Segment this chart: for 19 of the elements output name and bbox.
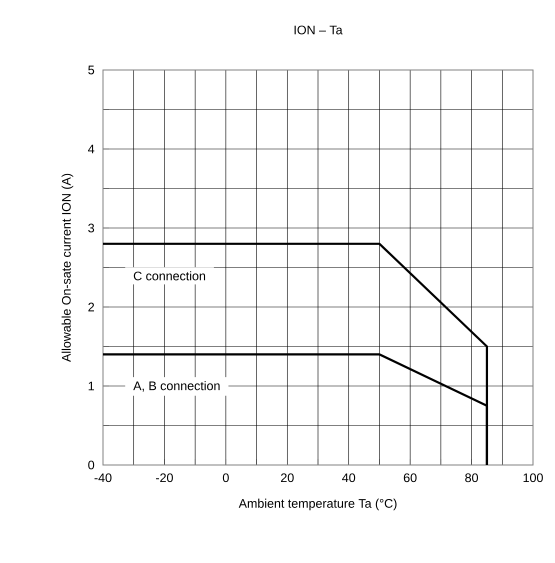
x-tick-label: 80 [465,473,478,482]
y-tick-label: 5 [88,66,94,74]
x-tick-label: -20 [156,473,173,482]
y-tick-label: 2 [88,302,94,312]
y-tick-label: 3 [88,224,94,232]
chart-title: ION – Ta [294,26,343,34]
x-tick-label: 0 [222,473,229,482]
x-axis-title: Ambient temperature Ta (°C) [238,498,397,510]
text: C connection [134,271,206,280]
x-tick-label: 100 [524,473,543,482]
x-tick-label: 20 [280,473,294,482]
y-axis-title: Allowable On-sate current ION (A) [62,174,74,362]
x-tick-label: 60 [404,473,417,482]
x-tick-label: 40 [342,473,356,482]
y-tick-label: 4 [88,144,94,154]
x-tick-label: -40 [94,473,112,482]
y-tick-label: 1 [88,382,94,390]
y-tick-label: 0 [88,460,94,470]
text: A, B connection [133,381,220,392]
